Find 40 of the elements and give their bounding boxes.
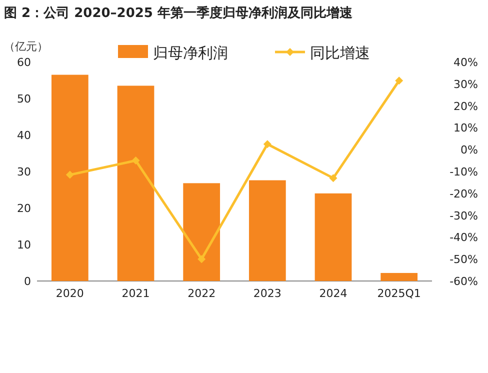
chart-title: 图 2：公司 2020–2025 年第一季度归母净利润及同比增速 [4,5,354,21]
y-axis-title: （亿元） [4,40,48,53]
y-tick-label: 0 [24,275,31,288]
y-tick-label: 40 [17,129,31,142]
point [329,174,338,182]
x-tick-label: 2023 [253,287,282,300]
x-tick-label: 2024 [319,287,348,300]
y2-tick-label: -20% [450,187,478,200]
y-tick-label: 10 [17,238,31,252]
y2-tick-label: 0% [460,144,478,157]
bar [248,180,286,281]
y2-tick-label: 20% [454,100,478,113]
bar [314,193,352,281]
y-tick-label: 30 [17,166,31,178]
x-tick-label: 2022 [188,287,216,300]
y2-tick-label: 30% [454,78,478,91]
bar [183,183,220,281]
x-tick-label: 2021 [122,287,150,300]
y2-tick-label: -50% [450,253,478,266]
y2-tick-label: -10% [450,166,478,178]
x-tick-label: 2020 [56,287,84,300]
point [198,255,206,264]
y2-tick-label: -30% [450,209,478,222]
point [66,170,74,179]
bar [117,86,154,281]
x-tick-label: 2025Q1 [377,287,421,300]
point [263,140,272,148]
y2-tick-label: 10% [454,122,478,135]
bar [380,272,418,281]
y2-tick-label: 40% [454,56,478,69]
y2-tick-label: -60% [450,275,478,288]
y-tick-label: 20 [17,202,31,215]
y2-tick-label: -40% [450,231,478,244]
legend-label: 归母净利润 [153,44,228,62]
legend-label: 同比增速 [310,44,370,62]
point [395,76,404,85]
y-tick-label: 60 [17,56,31,69]
bar [51,74,88,281]
point [132,156,140,165]
y-tick-label: 50 [17,92,31,106]
